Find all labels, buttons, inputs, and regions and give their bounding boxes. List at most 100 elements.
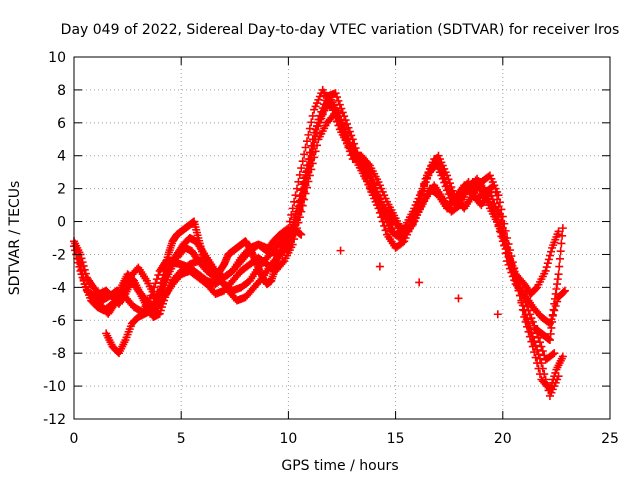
data-point [521,310,530,319]
data-point [345,127,354,136]
data-point [304,130,313,139]
data-point [77,254,86,263]
data-point [343,119,352,128]
data-point [518,301,527,310]
data-point [334,96,343,105]
data-point [380,221,389,230]
data-point [381,226,390,235]
data-point [334,116,343,125]
data-point [533,345,542,354]
data-point [305,171,314,180]
x-tick-label: 10 [279,431,297,447]
data-point [548,350,557,359]
data-point [407,222,416,231]
data-point [543,380,552,389]
data-point [498,212,507,221]
data-point [341,135,350,144]
data-point [375,208,384,217]
data-point [530,337,539,346]
data-point [547,247,556,256]
data-point [294,218,303,227]
data-point [305,124,314,133]
data-point [79,261,88,270]
x-tick-labels: 0 5 10 15 20 25 [70,431,619,447]
data-point [493,310,502,319]
data-point [441,177,450,186]
y-tick-label: 2 [57,182,66,198]
data-point [331,89,340,98]
y-tick-label: -2 [52,247,66,263]
data-point [508,272,517,281]
data-point [500,219,509,228]
x-axis-label: GPS time / hours [281,458,398,474]
data-point [558,231,567,240]
data-point [550,349,559,358]
data-point [527,314,536,323]
data-point [554,270,563,279]
data-point [318,110,327,119]
data-point [338,128,347,137]
data-point [297,230,306,239]
data-point [555,254,564,263]
data-point [537,359,546,368]
data-point [301,189,310,198]
data-point [503,257,512,266]
data-point [500,241,509,250]
x-tick-label: 5 [177,431,186,447]
data-point [378,217,387,226]
axis-ticks [73,56,611,420]
data-point [364,159,373,168]
data-point [540,370,549,379]
data-point [298,201,307,210]
data-point [440,173,449,182]
data-point [314,122,323,131]
data-point [307,165,316,174]
data-point [528,332,537,341]
data-point [298,157,307,166]
data-point [538,364,547,373]
data-point [437,165,446,174]
data-point [490,199,499,208]
data-point [501,240,510,249]
data-point [475,183,484,192]
y-axis-label: SDTVAR / TECUs [7,181,23,296]
y-tick-label: 10 [48,50,66,66]
data-point [398,238,407,247]
data-point [438,169,447,178]
data-point [498,234,507,242]
data-point [311,147,320,156]
data-point [298,194,307,203]
data-point [345,147,354,156]
data-point [290,235,299,244]
y-tick-label: -8 [52,346,66,362]
data-point [524,319,533,328]
y-tick-label: 4 [57,149,66,165]
data-point [295,206,304,215]
data-point [331,108,340,117]
y-tick-labels: -12 -10 -8 -6 -4 -2 0 2 4 6 8 10 [43,50,66,428]
data-point [332,112,341,121]
y-tick-label: 6 [57,116,66,132]
data-point [558,224,567,233]
data-point [545,251,554,260]
data-point [491,203,500,212]
data-point [541,375,550,384]
data-point [554,372,563,381]
data-point [554,227,563,236]
data-point [307,118,316,127]
x-tick-label: 20 [494,431,512,447]
data-point [435,162,444,171]
data-point [520,306,529,315]
data-point [335,120,344,129]
data-point [300,187,309,196]
data-point [336,246,345,255]
series-sat-track-6 [151,217,567,345]
y-tick-label: -10 [43,379,66,395]
data-point [308,111,317,120]
data-point [297,207,306,216]
data-point [510,276,519,285]
data-point [288,240,297,249]
data-point [344,143,353,152]
x-tick-label: 0 [70,431,79,447]
data-point [517,296,526,305]
